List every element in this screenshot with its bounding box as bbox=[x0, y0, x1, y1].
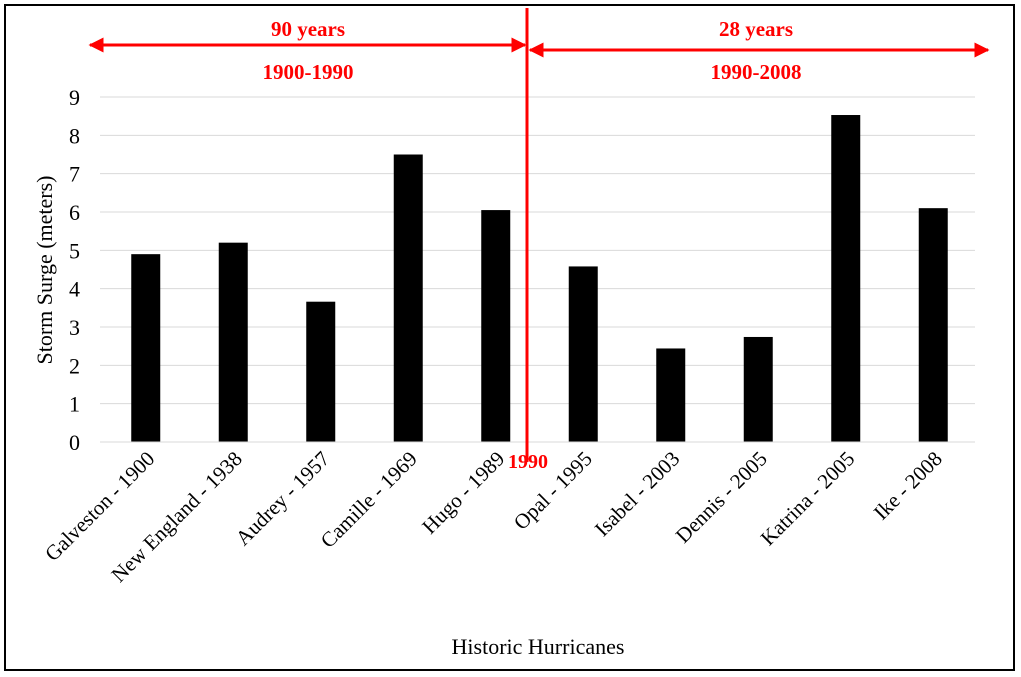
y-tick-label: 8 bbox=[69, 123, 80, 148]
bar bbox=[393, 154, 423, 442]
bar bbox=[218, 242, 248, 442]
x-tick-label: Hugo - 1989 bbox=[417, 447, 509, 539]
bar bbox=[481, 210, 511, 442]
y-tick-label: 2 bbox=[69, 353, 80, 378]
x-tick-label: Isabel - 2003 bbox=[590, 447, 684, 541]
bar bbox=[831, 115, 861, 443]
y-tick-label: 3 bbox=[69, 315, 80, 340]
left-span-range: 1900-1990 bbox=[263, 60, 354, 84]
period-annotations: 90 years 1900-1990 28 years 1990-2008 19… bbox=[88, 8, 990, 473]
right-span-duration: 28 years bbox=[719, 17, 793, 41]
bar bbox=[656, 348, 686, 442]
left-span-duration: 90 years bbox=[271, 17, 345, 41]
y-tick-label: 6 bbox=[69, 200, 80, 225]
x-axis-label: Historic Hurricanes bbox=[452, 634, 625, 659]
y-axis-ticks: 0 1 2 3 4 5 6 7 8 9 bbox=[69, 85, 80, 455]
bar bbox=[918, 208, 948, 442]
bar bbox=[568, 266, 598, 442]
x-tick-label: Katrina - 2005 bbox=[756, 447, 860, 551]
divider-label: 1990 bbox=[508, 451, 548, 473]
y-tick-label: 0 bbox=[69, 430, 80, 455]
bar bbox=[131, 254, 161, 442]
y-tick-label: 9 bbox=[69, 85, 80, 110]
y-tick-label: 7 bbox=[69, 162, 80, 187]
x-tick-label: Ike - 2008 bbox=[869, 447, 947, 525]
y-tick-label: 4 bbox=[69, 277, 80, 302]
y-tick-label: 1 bbox=[69, 392, 80, 417]
bars bbox=[131, 115, 948, 443]
bar bbox=[743, 336, 773, 442]
y-axis-label: Storm Surge (meters) bbox=[32, 175, 57, 364]
y-tick-label: 5 bbox=[69, 238, 80, 263]
right-span-range: 1990-2008 bbox=[711, 60, 802, 84]
bar bbox=[306, 301, 336, 442]
